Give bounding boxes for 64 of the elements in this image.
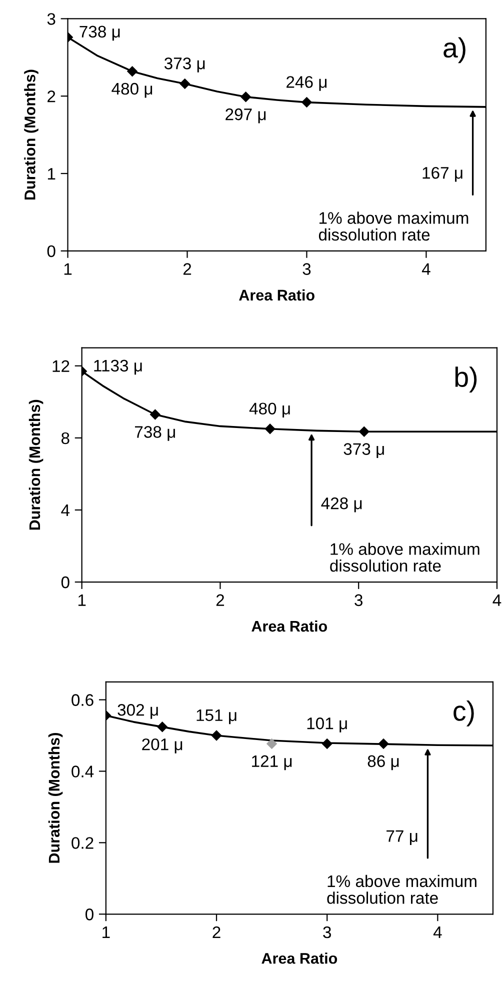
y-axis-title: Duration (Months) <box>28 400 44 530</box>
annotation: 428 μ <box>321 497 362 512</box>
annotation: 738 μ <box>80 26 120 41</box>
text: c) <box>454 700 474 726</box>
x-axis-title: Area Ratio <box>262 952 338 964</box>
x-axis-title: Area Ratio <box>239 289 314 301</box>
y-tick-label: 2 <box>48 90 56 102</box>
annotation: 373 μ <box>344 443 384 458</box>
point <box>211 730 222 741</box>
point <box>179 78 190 90</box>
y-tick-label: 0.6 <box>72 694 94 706</box>
annotation: 101 μ <box>307 718 347 732</box>
y-tick-label: 12 <box>52 360 70 372</box>
x-tick-label: 3 <box>323 926 331 938</box>
point <box>266 738 278 750</box>
annotation: 1% above maximum dissolution rate <box>318 212 468 241</box>
y-tick-label: 3 <box>47 13 56 25</box>
x-tick-label: 2 <box>183 263 192 275</box>
text: b) <box>455 366 477 392</box>
y-axis-title: Duration (Months) <box>24 70 38 200</box>
y-tick-label: 1 <box>48 168 56 180</box>
point <box>126 66 138 77</box>
x-tick-label: 1 <box>102 926 110 938</box>
point <box>240 92 252 102</box>
x-axis-title: Area Ratio <box>252 620 328 632</box>
annotation: 1133 μ <box>94 360 142 375</box>
annotation: 151 μ <box>196 709 236 724</box>
x-tick-label: 4 <box>422 263 430 275</box>
y-tick-label: 0.4 <box>72 766 94 778</box>
point <box>150 409 161 420</box>
y-axis-title: Duration (Months) <box>48 733 63 863</box>
x-tick-label: 4 <box>433 926 442 938</box>
annotation: 297 μ <box>226 108 266 124</box>
y-tick-label: 0 <box>47 245 56 258</box>
y-tick-label: 4 <box>61 504 70 516</box>
y-tick-label: 0 <box>86 908 94 920</box>
x-tick-label: 3 <box>354 594 362 606</box>
annotation: 1% above maximum dissolution rate <box>327 874 476 904</box>
annotation: 373 μ <box>164 58 205 72</box>
y-tick-label: 0.2 <box>72 837 94 849</box>
annotation: 480 μ <box>249 402 290 418</box>
y-tick-label: 0 <box>61 576 70 588</box>
annotation: 167 μ <box>422 166 462 182</box>
annotation: 201 μ <box>142 738 182 754</box>
annotation: 77 μ <box>386 830 418 846</box>
annotation: 302 μ <box>118 704 158 719</box>
text: a) <box>444 37 466 64</box>
annotation: 480 μ <box>112 82 152 98</box>
x-tick-label: 3 <box>302 263 311 275</box>
point <box>301 96 312 108</box>
point <box>156 722 168 732</box>
point <box>264 424 276 434</box>
x-tick-label: 4 <box>492 594 502 606</box>
point <box>322 738 332 750</box>
y-tick-label: 8 <box>61 432 70 444</box>
annotation: 246 μ <box>286 76 327 91</box>
annotation: 121 μ <box>252 755 292 770</box>
point <box>358 426 370 437</box>
x-tick-label: 2 <box>212 926 220 938</box>
annotation: 1% above maximum dissolution rate <box>330 542 480 572</box>
point <box>378 738 389 750</box>
x-tick-label: 2 <box>216 594 224 606</box>
annotation: 738 μ <box>135 426 175 441</box>
annotation: 86 μ <box>368 755 399 770</box>
